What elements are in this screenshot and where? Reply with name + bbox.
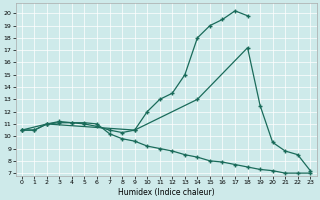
X-axis label: Humidex (Indice chaleur): Humidex (Indice chaleur) xyxy=(118,188,214,197)
